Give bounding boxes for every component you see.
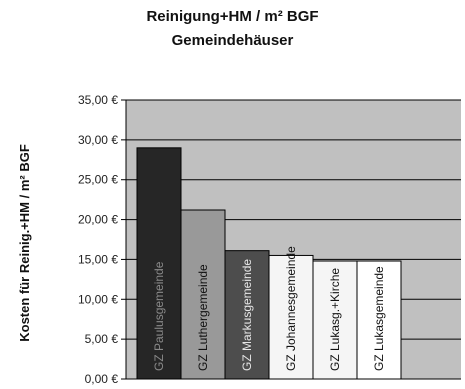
bar-category-label: GZ Luthergemeinde	[196, 264, 210, 371]
bar	[356, 260, 402, 380]
bar	[224, 250, 270, 380]
bar-category-label: GZ Lukasg.+Kirche	[328, 268, 342, 371]
chart-title-line-2: Gemeindehäuser	[171, 32, 294, 49]
bar	[312, 260, 358, 380]
y-tick-label: 35,00 €	[78, 93, 118, 107]
bar	[136, 147, 182, 380]
y-tick-label: 10,00 €	[78, 292, 118, 306]
bar-category-label: GZ Paulusgemeinde	[152, 261, 166, 371]
y-tick-label: 0,00 €	[85, 372, 119, 386]
bar-category-label: GZ Lukasgemeinde	[372, 266, 386, 371]
bar	[180, 209, 226, 380]
y-axis-label: Kosten für Reinig.+HM / m² BGF	[17, 144, 32, 342]
y-tick-label: 15,00 €	[78, 252, 118, 266]
y-tick-label: 30,00 €	[78, 133, 118, 147]
chart-title-line-1: Reinigung+HM / m² BGF	[146, 8, 319, 25]
y-tick-label: 20,00 €	[78, 213, 118, 227]
bar-category-label: GZ Johannesgemeinde	[284, 246, 298, 371]
y-tick-label: 5,00 €	[85, 332, 119, 346]
bar	[268, 254, 314, 380]
y-tick-label: 25,00 €	[78, 173, 118, 187]
bar-category-label: GZ Markusgemeinde	[240, 259, 254, 371]
